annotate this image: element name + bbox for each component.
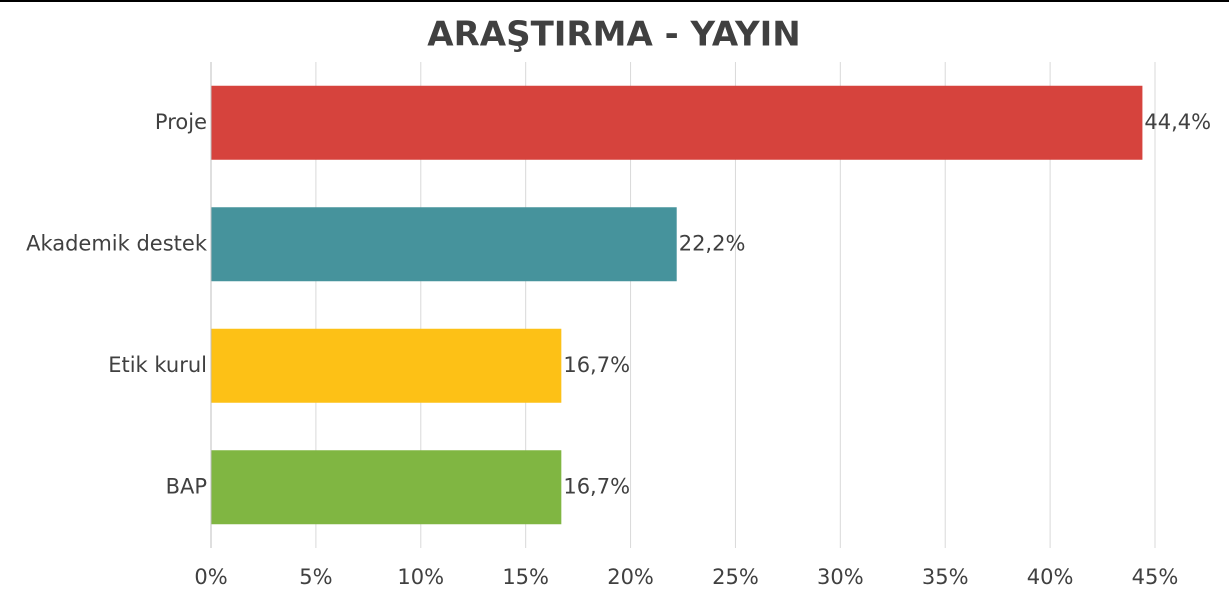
- bar: [211, 328, 562, 403]
- data-label: 16,7%: [563, 474, 630, 498]
- x-tick-label: 10%: [397, 565, 444, 589]
- x-tick-label: 35%: [922, 565, 969, 589]
- y-tick-label: BAP: [166, 474, 207, 498]
- x-tick-label: 30%: [817, 565, 864, 589]
- x-tick-label: 15%: [502, 565, 549, 589]
- x-tick-label: 5%: [299, 565, 332, 589]
- y-tick-label: Etik kurul: [108, 353, 207, 377]
- x-tick-label: 0%: [194, 565, 227, 589]
- x-tick-label: 40%: [1027, 565, 1074, 589]
- y-tick-label: Proje: [155, 110, 207, 134]
- bar: [211, 450, 562, 525]
- chart-title: ARAŞTIRMA - YAYIN: [427, 15, 800, 55]
- x-tick-label: 45%: [1132, 565, 1179, 589]
- y-tick-label: Akademik destek: [26, 231, 208, 255]
- data-label: 44,4%: [1144, 110, 1211, 134]
- x-tick-label: 25%: [712, 565, 759, 589]
- bar: [211, 207, 677, 282]
- data-label: 16,7%: [563, 353, 630, 377]
- x-tick-label: 20%: [607, 565, 654, 589]
- bar: [211, 85, 1143, 160]
- data-label: 22,2%: [679, 231, 746, 255]
